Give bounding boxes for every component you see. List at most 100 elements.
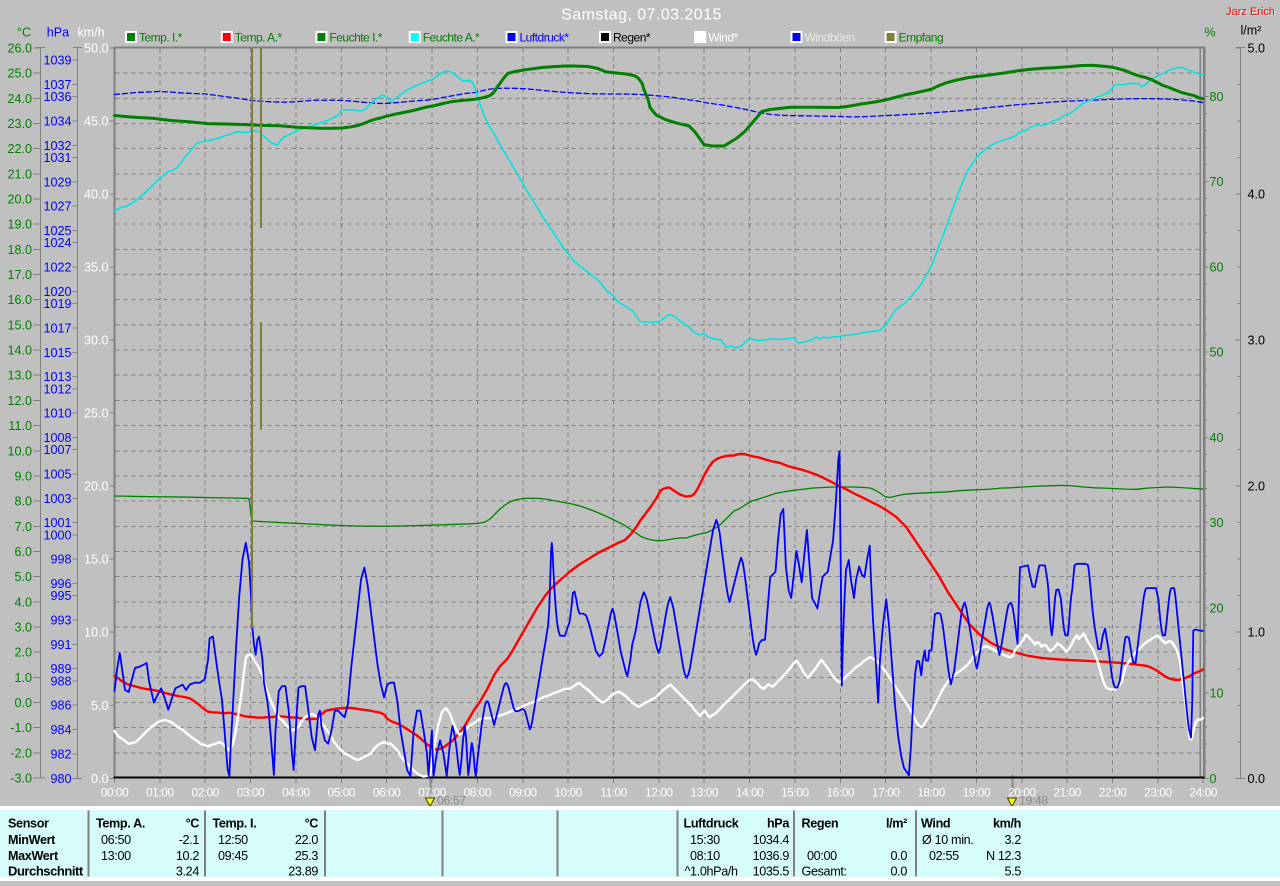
svg-text:1012: 1012 bbox=[43, 382, 71, 396]
svg-text:Feuchte A.*: Feuchte A.* bbox=[423, 31, 480, 45]
svg-text:13:00: 13:00 bbox=[101, 849, 131, 863]
svg-text:Temp. A.*: Temp. A.* bbox=[235, 31, 283, 45]
svg-text:1037: 1037 bbox=[43, 78, 71, 92]
svg-text:1005: 1005 bbox=[43, 468, 71, 482]
svg-text:13.0: 13.0 bbox=[7, 369, 32, 383]
svg-text:^1.0hPa/h: ^1.0hPa/h bbox=[685, 865, 739, 879]
svg-text:08:10: 08:10 bbox=[690, 849, 720, 863]
svg-text:09:45: 09:45 bbox=[218, 849, 248, 863]
svg-text:Jarz Erich: Jarz Erich bbox=[1226, 6, 1275, 18]
svg-text:3.0: 3.0 bbox=[14, 621, 32, 635]
svg-text:Durchschnitt: Durchschnitt bbox=[8, 864, 84, 879]
svg-text:26.0: 26.0 bbox=[7, 42, 32, 56]
svg-text:00:00: 00:00 bbox=[807, 849, 837, 863]
svg-text:1024: 1024 bbox=[43, 236, 71, 250]
svg-text:0.0: 0.0 bbox=[91, 772, 109, 786]
svg-text:80: 80 bbox=[1210, 90, 1224, 104]
svg-text:-2.1: -2.1 bbox=[179, 833, 200, 847]
svg-text:Regen*: Regen* bbox=[613, 31, 651, 45]
svg-text:9.0: 9.0 bbox=[14, 469, 32, 483]
svg-text:1032: 1032 bbox=[43, 139, 71, 153]
svg-text:°C: °C bbox=[186, 817, 200, 831]
svg-text:0.0: 0.0 bbox=[14, 696, 32, 710]
svg-text:35.0: 35.0 bbox=[84, 261, 109, 275]
svg-text:06:50: 06:50 bbox=[101, 833, 131, 847]
svg-text:5.0: 5.0 bbox=[14, 570, 32, 584]
svg-text:-3.0: -3.0 bbox=[10, 772, 32, 786]
svg-text:08:00: 08:00 bbox=[464, 786, 492, 800]
svg-text:980: 980 bbox=[50, 772, 71, 786]
svg-text:00:00: 00:00 bbox=[101, 786, 129, 800]
svg-text:986: 986 bbox=[50, 699, 71, 713]
svg-text:993: 993 bbox=[50, 614, 71, 628]
svg-text:hPa: hPa bbox=[47, 26, 69, 40]
svg-text:0.0: 0.0 bbox=[891, 849, 908, 863]
svg-text:5.5: 5.5 bbox=[1005, 865, 1022, 879]
svg-text:30.0: 30.0 bbox=[84, 334, 109, 348]
svg-text:1035.5: 1035.5 bbox=[753, 865, 790, 879]
svg-text:19.0: 19.0 bbox=[7, 218, 32, 232]
svg-text:Luftdruck: Luftdruck bbox=[684, 817, 740, 831]
svg-text:25.0: 25.0 bbox=[7, 67, 32, 81]
svg-text:998: 998 bbox=[50, 553, 71, 567]
svg-text:25.3: 25.3 bbox=[295, 849, 318, 863]
svg-text:-2.0: -2.0 bbox=[10, 746, 32, 760]
svg-text:Luftdruck*: Luftdruck* bbox=[520, 31, 570, 45]
svg-text:1013: 1013 bbox=[43, 370, 71, 384]
svg-text:l/m²: l/m² bbox=[1241, 24, 1262, 38]
svg-text:km/h: km/h bbox=[993, 817, 1021, 831]
svg-text:1.0: 1.0 bbox=[14, 671, 32, 685]
svg-text:20.0: 20.0 bbox=[84, 480, 109, 494]
svg-text:1017: 1017 bbox=[43, 321, 71, 335]
svg-text:11.0: 11.0 bbox=[8, 419, 32, 433]
svg-text:1020: 1020 bbox=[43, 285, 71, 299]
svg-text:25.0: 25.0 bbox=[84, 407, 109, 421]
svg-text:Temp. I.*: Temp. I.* bbox=[139, 31, 183, 45]
svg-text:50.0: 50.0 bbox=[84, 42, 109, 56]
svg-text:18:00: 18:00 bbox=[917, 786, 945, 800]
svg-text:1034.4: 1034.4 bbox=[753, 833, 790, 847]
svg-text:5.0: 5.0 bbox=[1248, 42, 1266, 56]
svg-text:60: 60 bbox=[1210, 260, 1224, 274]
svg-text:Gesamt:: Gesamt: bbox=[802, 865, 847, 879]
svg-text:Wind*: Wind* bbox=[708, 31, 738, 45]
svg-text:1008: 1008 bbox=[43, 431, 71, 445]
svg-text:Feuchte I.*: Feuchte I.* bbox=[329, 31, 382, 45]
svg-text:1001: 1001 bbox=[43, 516, 71, 530]
svg-text:1003: 1003 bbox=[43, 492, 71, 506]
svg-text:2.0: 2.0 bbox=[14, 646, 32, 660]
svg-text:30: 30 bbox=[1210, 516, 1224, 530]
svg-text:15.0: 15.0 bbox=[7, 318, 32, 332]
svg-text:22:00: 22:00 bbox=[1099, 786, 1127, 800]
svg-text:1034: 1034 bbox=[43, 115, 71, 129]
svg-text:1.0: 1.0 bbox=[1248, 626, 1266, 640]
svg-text:1036: 1036 bbox=[43, 90, 71, 104]
svg-text:989: 989 bbox=[50, 662, 71, 676]
svg-text:0: 0 bbox=[1210, 772, 1217, 786]
svg-text:17.0: 17.0 bbox=[7, 268, 32, 282]
svg-text:21.0: 21.0 bbox=[7, 167, 32, 181]
svg-text:01:00: 01:00 bbox=[146, 786, 174, 800]
svg-text:15:00: 15:00 bbox=[781, 786, 809, 800]
svg-text:km/h: km/h bbox=[77, 26, 104, 40]
svg-text:3.0: 3.0 bbox=[1248, 334, 1266, 348]
svg-text:40.0: 40.0 bbox=[84, 188, 109, 202]
svg-text:Temp. A.: Temp. A. bbox=[96, 817, 145, 831]
svg-text:04:00: 04:00 bbox=[282, 786, 310, 800]
svg-text:20.0: 20.0 bbox=[7, 193, 32, 207]
svg-text:4.0: 4.0 bbox=[14, 595, 32, 609]
svg-text:MinWert: MinWert bbox=[8, 833, 56, 847]
svg-text:06:57: 06:57 bbox=[437, 794, 466, 808]
svg-text:1027: 1027 bbox=[43, 200, 71, 214]
svg-text:1039: 1039 bbox=[43, 54, 71, 68]
svg-text:15:30: 15:30 bbox=[690, 833, 720, 847]
svg-text:MaxWert: MaxWert bbox=[8, 849, 59, 863]
svg-text:22.0: 22.0 bbox=[295, 833, 318, 847]
svg-text:10:00: 10:00 bbox=[554, 786, 582, 800]
svg-text:40: 40 bbox=[1210, 431, 1224, 445]
svg-text:15.0: 15.0 bbox=[84, 553, 109, 567]
svg-text:3.24: 3.24 bbox=[176, 865, 199, 879]
svg-text:10.2: 10.2 bbox=[176, 849, 199, 863]
svg-text:l/m²: l/m² bbox=[886, 817, 907, 831]
svg-text:09:00: 09:00 bbox=[509, 786, 537, 800]
